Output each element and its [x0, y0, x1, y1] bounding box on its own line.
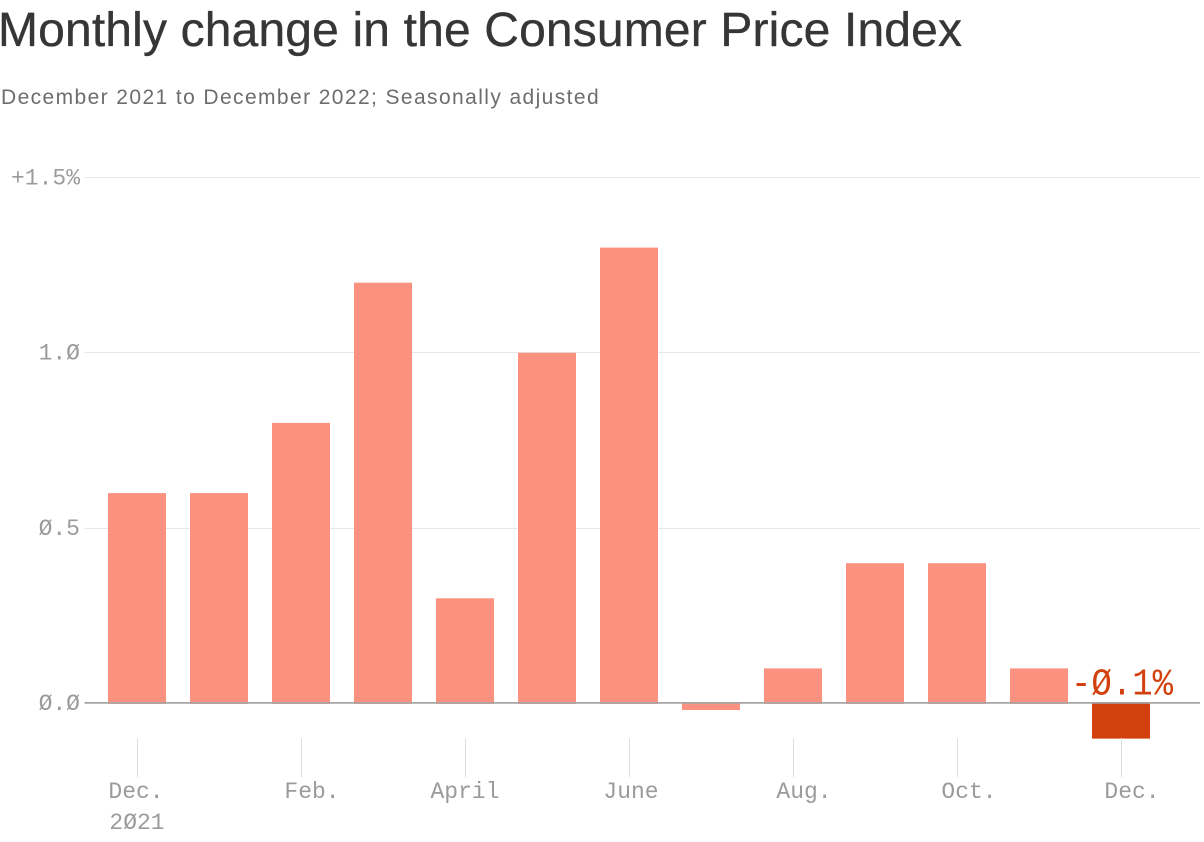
svg-text:1.Ø: 1.Ø — [39, 341, 81, 367]
svg-text:June: June — [603, 779, 658, 805]
svg-text:Dec.: Dec. — [108, 779, 163, 805]
svg-text:Aug.: Aug. — [776, 779, 831, 805]
svg-text:Ø.5: Ø.5 — [39, 516, 80, 542]
svg-text:Dec.: Dec. — [1104, 779, 1159, 805]
svg-text:-Ø.1%: -Ø.1% — [1071, 664, 1173, 707]
svg-text:April: April — [430, 779, 499, 805]
svg-text:+1.5%: +1.5% — [11, 166, 80, 192]
svg-text:Feb.: Feb. — [284, 779, 339, 805]
svg-text:Oct.: Oct. — [941, 779, 996, 805]
svg-text:Ø.Ø: Ø.Ø — [39, 691, 81, 717]
svg-text:2Ø21: 2Ø21 — [109, 810, 164, 836]
